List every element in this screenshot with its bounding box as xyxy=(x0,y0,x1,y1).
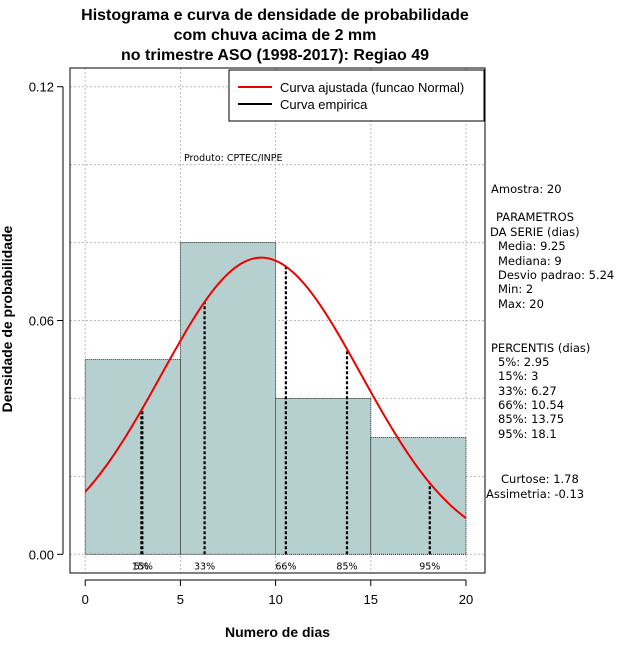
histogram-bar xyxy=(180,242,276,555)
chart-title-line-3: no trimestre ASO (1998-2017): Regiao 49 xyxy=(121,47,429,64)
percentil-15: 15%: 3 xyxy=(498,369,539,383)
x-axis-label: Numero de dias xyxy=(224,624,331,640)
chart-title-line-1: Histograma e curva de densidade de proba… xyxy=(81,7,469,24)
y-tick-label: 0.12 xyxy=(29,80,54,95)
chart-title-line-2: com chuva acima de 2 mm xyxy=(173,27,377,44)
product-annotation: Produto: CPTEC/INPE xyxy=(184,153,283,164)
plot-frame xyxy=(69,67,486,574)
stat-media: Media: 9.25 xyxy=(498,239,566,253)
percentile-label: 95% xyxy=(419,561,440,572)
legend-label: Curva ajustada (funcao Normal) xyxy=(280,80,464,95)
y-axis-label: Densidade de probabilidade xyxy=(0,225,15,413)
x-tick-label: 10 xyxy=(268,592,282,607)
x-tick-label: 15 xyxy=(364,592,378,607)
percentil-66: 66%: 10.54 xyxy=(498,398,565,412)
histogram-bar xyxy=(84,359,181,555)
percentis-title: PERCENTIS (dias) xyxy=(491,341,591,355)
histogram-bar xyxy=(370,436,467,555)
stat-assimetria: Assimetria: -0.13 xyxy=(486,487,585,501)
x-tick-label: 0 xyxy=(82,592,89,607)
y-tick-label: 0.00 xyxy=(29,547,54,562)
stat-mediana: Mediana: 9 xyxy=(498,254,562,268)
percentil-5: 5%: 2.95 xyxy=(498,355,550,369)
percentil-85: 85%: 13.75 xyxy=(498,412,565,426)
stat-max: Max: 20 xyxy=(498,297,544,311)
sample-size: Amostra: 20 xyxy=(491,182,562,196)
y-tick-label: 0.06 xyxy=(29,314,54,329)
stat-desvio: Desvio padrao: 5.24 xyxy=(498,268,615,282)
legend-box xyxy=(228,69,485,122)
normal-fit-curve xyxy=(84,256,467,519)
stat-min: Min: 2 xyxy=(498,282,534,296)
percentile-label: 5% xyxy=(134,561,149,572)
percentile-label: 85% xyxy=(336,561,357,572)
histogram-bar xyxy=(275,398,372,555)
params-title: PARAMETROS xyxy=(496,210,575,224)
stat-curtose: Curtose: 1.78 xyxy=(501,472,579,486)
percentile-label: 66% xyxy=(275,561,296,572)
x-tick-label: 20 xyxy=(459,592,473,607)
x-tick-label: 5 xyxy=(177,592,184,607)
percentile-label: 15% xyxy=(132,561,153,572)
params-subtitle: DA SERIE (dias) xyxy=(490,225,580,239)
percentile-label: 33% xyxy=(194,561,215,572)
percentil-33: 33%: 6.27 xyxy=(498,384,557,398)
legend-label: Curva empirica xyxy=(280,97,368,112)
percentil-95: 95%: 18.1 xyxy=(498,427,557,441)
